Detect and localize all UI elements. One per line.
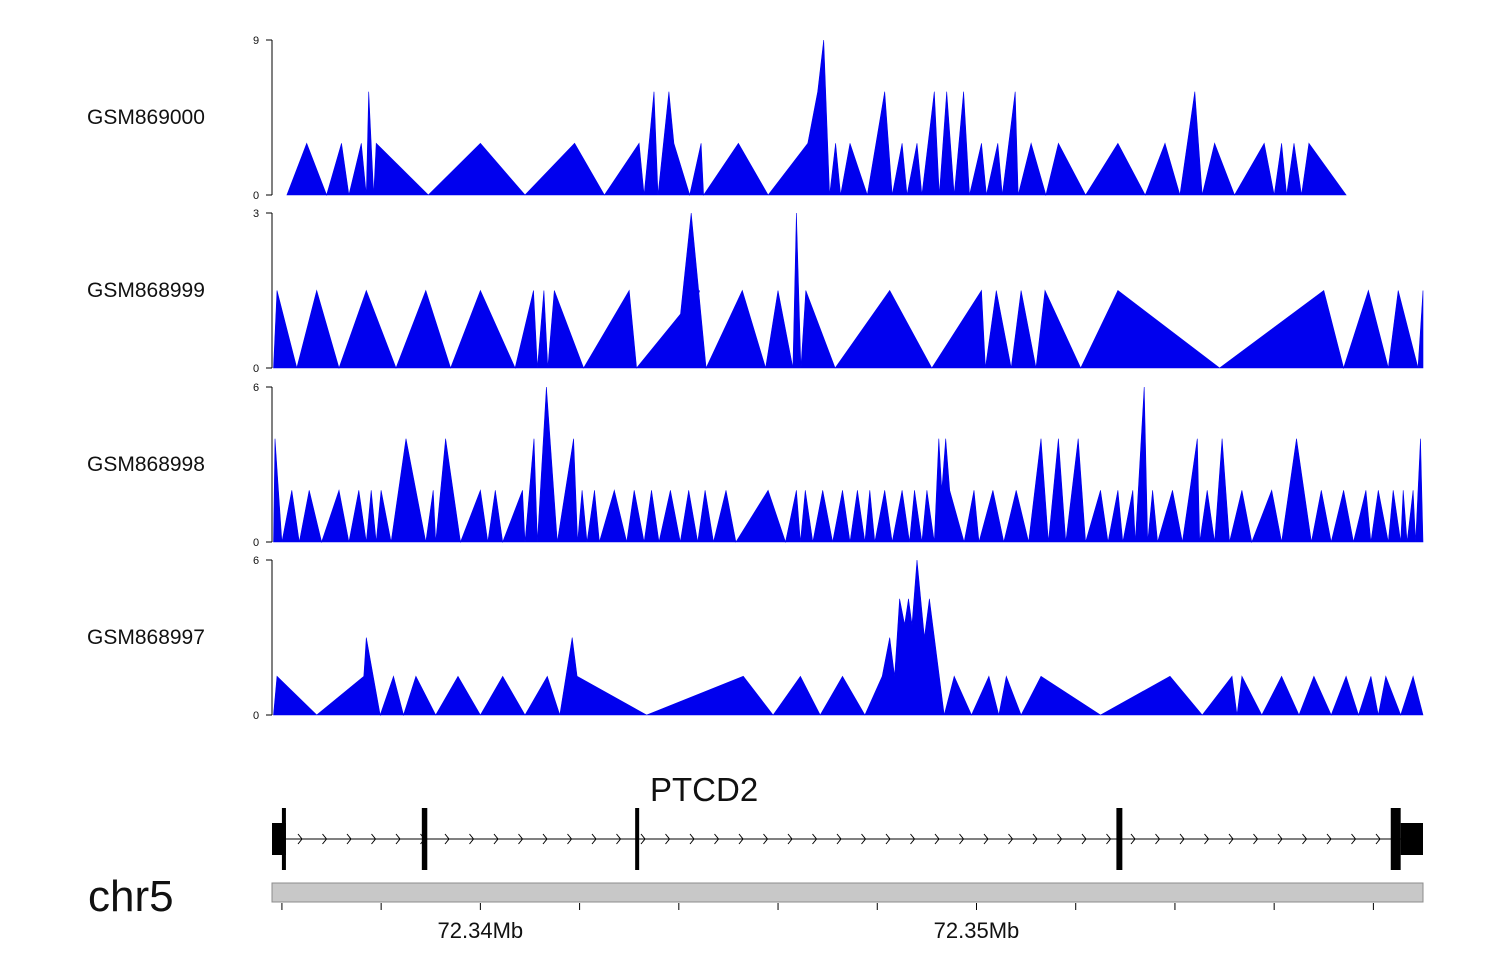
y-tick-label-max: 6 [253,555,259,567]
y-tick-label-max: 6 [253,382,259,394]
strand-arrow [297,833,303,845]
track-label: GSM869000 [87,106,205,129]
track-GSM868997: GSM868997 6 0 [87,555,1424,722]
exon-cds [1116,808,1123,870]
strand-arrow [346,833,352,845]
y-tick-label-min: 0 [253,363,259,375]
y-tick-label-min: 0 [253,537,259,549]
strand-arrow [1351,833,1357,845]
strand-arrow [567,833,573,845]
track-label: GSM868997 [87,626,205,649]
strand-arrow [812,833,818,845]
gene-name-label: PTCD2 [650,771,758,808]
axis-tick-label: 72.34Mb [438,918,524,943]
strand-arrow [371,833,377,845]
strand-arrow [1375,833,1381,845]
strand-arrow [959,833,965,845]
strand-arrow [861,833,867,845]
strand-arrow [763,833,769,845]
exon-cds [1390,808,1401,870]
y-tick-label-max: 9 [253,35,259,47]
strand-arrow [1106,833,1112,845]
strand-arrow [591,833,597,845]
exon-cds [635,808,640,870]
strand-arrow [1032,833,1038,845]
genomic-axis: 72.34Mb 72.35Mb [281,903,1374,943]
strand-arrow [542,833,548,845]
strand-arrow [1179,833,1185,845]
strand-arrow [738,833,744,845]
strand-arrow [983,833,989,845]
strand-arrow [934,833,940,845]
strand-arrow [1326,833,1332,845]
chromosome-ideogram: chr5 [88,872,1424,921]
chromosome-label: chr5 [88,872,174,921]
strand-arrow [518,833,524,845]
strand-arrow [1228,833,1234,845]
strand-arrow [444,833,450,845]
strand-arrow [885,833,891,845]
track-label: GSM868998 [87,453,205,476]
strand-arrow [1081,833,1087,845]
strand-arrow [1302,833,1308,845]
strand-arrow [469,833,475,845]
track-label: GSM868999 [87,279,205,302]
y-tick-label-min: 0 [253,190,259,202]
strand-arrow [1057,833,1063,845]
strand-arrow [640,833,646,845]
strand-arrow [836,833,842,845]
chromosome-band [271,882,1424,903]
y-tick-label-max: 3 [253,208,259,220]
strand-arrow [1204,833,1210,845]
strand-arrow [665,833,671,845]
signal-tracks: GSM86900090GSM86899930GSM86899860GSM8689… [87,35,1424,722]
strand-arrow [910,833,916,845]
track-GSM868999: GSM868999 3 0 [87,208,1424,375]
strand-arrow [616,833,622,845]
strand-arrow [1253,833,1259,845]
track-GSM868998: GSM868998 6 0 [87,382,1424,549]
exon-cds [281,808,286,870]
axis-tick-label: 72.35Mb [934,918,1020,943]
strand-arrow [714,833,720,845]
y-tick-label-min: 0 [253,710,259,722]
signal-area-GSM868998 [273,386,1424,544]
gene-model: PTCD2 [272,771,1423,870]
strand-arrow [322,833,328,845]
strand-arrow [1130,833,1136,845]
strand-arrow [787,833,793,845]
strand-arrow [1155,833,1161,845]
track-GSM869000: GSM869000 9 0 [87,35,1347,202]
signal-area-GSM869000 [286,39,1347,197]
strand-arrow [395,833,401,845]
strand-arrow [493,833,499,845]
exon-utr [1400,823,1423,855]
strand-arrow [689,833,695,845]
exon-cds [421,808,428,870]
strand-arrow [1008,833,1014,845]
signal-area-GSM868997 [273,559,1424,717]
signal-area-GSM868999 [273,212,1424,370]
strand-arrow [1277,833,1283,845]
